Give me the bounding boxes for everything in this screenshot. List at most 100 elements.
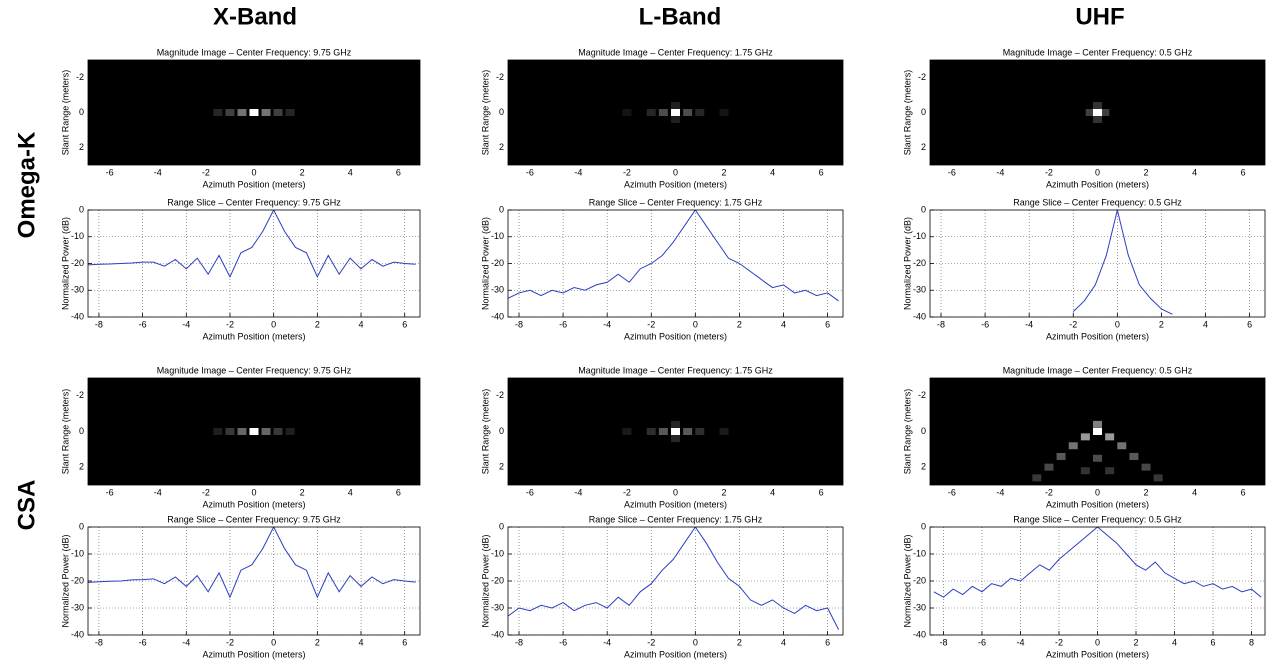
- x-axis-label: Azimuth Position (meters): [202, 331, 305, 341]
- x-tick-label: -8: [939, 637, 947, 647]
- y-tick-label: -20: [71, 258, 84, 268]
- y-tick-label: -2: [496, 390, 504, 400]
- x-tick-label: -6: [139, 319, 147, 329]
- chart-title: Range Slice – Center Frequency: 9.75 GHz: [167, 514, 341, 524]
- y-tick-label: -30: [913, 285, 926, 295]
- row-label: Omega-K: [13, 131, 40, 238]
- image-cell: [1069, 442, 1078, 449]
- y-tick-label: -20: [913, 258, 926, 268]
- x-tick-label: -4: [603, 319, 611, 329]
- y-tick-label: -2: [76, 72, 84, 82]
- x-tick-label: 6: [819, 167, 824, 177]
- image-cell: [720, 428, 729, 435]
- y-tick-label: -10: [491, 231, 504, 241]
- chart-title: Range Slice – Center Frequency: 1.75 GHz: [589, 514, 763, 524]
- y-tick-label: 2: [499, 142, 504, 152]
- x-tick-label: -4: [996, 167, 1004, 177]
- x-tick-label: -6: [106, 487, 114, 497]
- x-tick-label: -6: [526, 487, 534, 497]
- x-axis-label: Azimuth Position (meters): [202, 649, 305, 659]
- y-tick-label: -2: [918, 72, 926, 82]
- y-tick-label: 0: [499, 107, 504, 117]
- y-axis-label: Normalized Power (dB): [902, 534, 912, 627]
- image-cell: [695, 428, 704, 435]
- y-tick-label: 0: [921, 426, 926, 436]
- x-tick-label: -6: [948, 167, 956, 177]
- image-cell: [659, 109, 668, 116]
- y-tick-label: -30: [913, 602, 926, 612]
- y-tick-label: 0: [499, 426, 504, 436]
- image-cell: [1093, 455, 1102, 462]
- x-axis-label: Azimuth Position (meters): [1046, 331, 1149, 341]
- chart-title: Magnitude Image – Center Frequency: 9.75…: [157, 365, 352, 375]
- column-header: X-Band: [213, 3, 297, 30]
- x-tick-label: 6: [1211, 637, 1216, 647]
- x-tick-label: 6: [1247, 319, 1252, 329]
- y-tick-label: -20: [71, 575, 84, 585]
- image-cell: [274, 109, 283, 116]
- image-cell: [1100, 109, 1109, 116]
- x-tick-label: 2: [722, 487, 727, 497]
- x-tick-label: -8: [95, 319, 103, 329]
- x-tick-label: 0: [1115, 319, 1120, 329]
- image-cell: [1093, 102, 1102, 109]
- x-axis-label: Azimuth Position (meters): [202, 499, 305, 509]
- y-tick-label: 0: [921, 521, 926, 531]
- y-tick-label: 0: [499, 204, 504, 214]
- x-axis-label: Azimuth Position (meters): [624, 331, 727, 341]
- x-axis-label: Azimuth Position (meters): [1046, 649, 1149, 659]
- image-cell: [286, 428, 295, 435]
- y-axis-label: Normalized Power (dB): [902, 217, 912, 310]
- x-tick-label: 4: [348, 487, 353, 497]
- y-tick-label: -10: [491, 548, 504, 558]
- x-tick-label: -4: [1016, 637, 1024, 647]
- x-tick-label: -4: [1025, 319, 1033, 329]
- x-tick-label: 0: [271, 637, 276, 647]
- column-header: L-Band: [639, 3, 722, 30]
- chart-title: Range Slice – Center Frequency: 9.75 GHz: [167, 197, 341, 207]
- x-tick-label: 0: [251, 487, 256, 497]
- y-tick-label: 0: [79, 204, 84, 214]
- image-cell: [1105, 433, 1114, 440]
- x-tick-label: -8: [515, 319, 523, 329]
- image-cell: [671, 428, 680, 435]
- image-cell: [695, 109, 704, 116]
- x-tick-label: 2: [1159, 319, 1164, 329]
- image-cell: [262, 428, 271, 435]
- x-tick-label: 6: [402, 637, 407, 647]
- row-label: CSA: [13, 480, 40, 531]
- x-tick-label: 2: [315, 319, 320, 329]
- x-tick-label: 0: [271, 319, 276, 329]
- y-tick-label: -2: [76, 390, 84, 400]
- x-axis-label: Azimuth Position (meters): [202, 179, 305, 189]
- y-tick-label: -2: [496, 72, 504, 82]
- figure: X-Band L-Band UHF Omega-K CSA Magnitude …: [0, 0, 1271, 666]
- y-axis-label: Slant Range (meters): [480, 389, 490, 475]
- x-tick-label: 0: [693, 637, 698, 647]
- x-tick-label: -8: [95, 637, 103, 647]
- x-tick-label: -6: [978, 637, 986, 647]
- image-cell: [671, 116, 680, 123]
- image-cell: [683, 428, 692, 435]
- y-axis-label: Normalized Power (dB): [480, 217, 490, 310]
- x-tick-label: 0: [1095, 637, 1100, 647]
- x-tick-label: 4: [781, 637, 786, 647]
- image-cell: [671, 109, 680, 116]
- x-tick-label: 0: [693, 319, 698, 329]
- x-tick-label: 8: [1249, 637, 1254, 647]
- image-cell: [1081, 433, 1090, 440]
- y-tick-label: 0: [499, 521, 504, 531]
- x-tick-label: -2: [1045, 167, 1053, 177]
- x-tick-label: -6: [948, 487, 956, 497]
- y-tick-label: -40: [71, 311, 84, 321]
- image-cell: [250, 428, 259, 435]
- x-tick-label: 2: [315, 637, 320, 647]
- x-tick-label: -2: [1045, 487, 1053, 497]
- y-axis-label: Slant Range (meters): [902, 389, 912, 475]
- chart-title: Magnitude Image – Center Frequency: 1.75…: [578, 365, 773, 375]
- line-series: [88, 527, 416, 597]
- image-cell: [1129, 453, 1138, 460]
- image-cell: [262, 109, 271, 116]
- chart-title: Magnitude Image – Center Frequency: 0.5 …: [1003, 47, 1193, 57]
- y-axis-label: Slant Range (meters): [480, 70, 490, 156]
